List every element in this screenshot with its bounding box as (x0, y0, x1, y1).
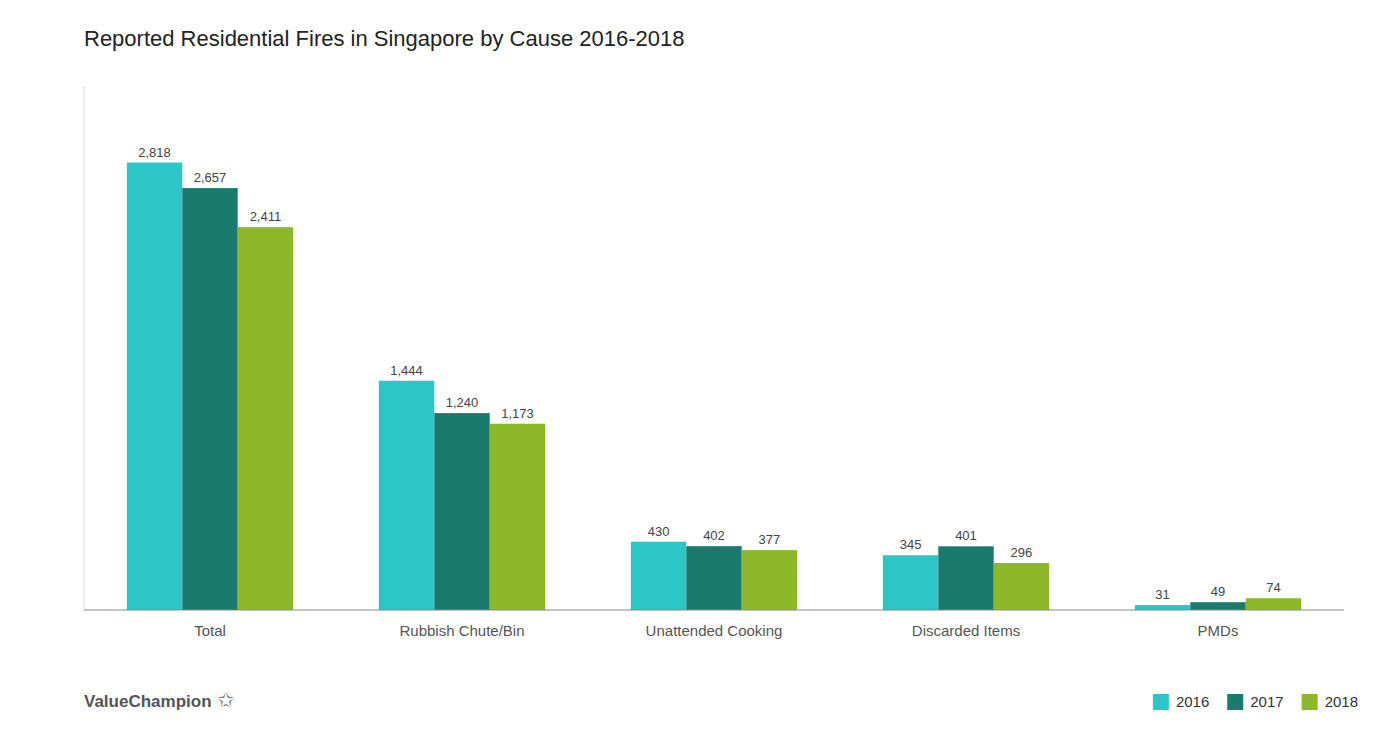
bar (127, 163, 182, 610)
data-label: 74 (1266, 580, 1280, 595)
bar (883, 555, 938, 610)
bar (1190, 602, 1245, 610)
bar (182, 188, 237, 610)
annotation: ✩ (218, 689, 235, 711)
legend-swatch (1153, 694, 1169, 710)
x-tick-label: Discarded Items (912, 622, 1020, 639)
bar (1135, 605, 1190, 610)
legend-label: 2016 (1176, 693, 1209, 710)
data-label: 2,411 (250, 209, 282, 224)
data-label: 1,444 (390, 363, 423, 378)
x-tick-label: Total (194, 622, 226, 639)
legend-label: 2017 (1250, 693, 1283, 710)
bar (631, 542, 686, 610)
data-label: 430 (648, 524, 670, 539)
chart: Reported Residential Fires in Singapore … (0, 0, 1400, 744)
data-label: 1,173 (501, 406, 534, 421)
data-label: 49 (1211, 584, 1225, 599)
bar (686, 546, 741, 610)
x-tick-label: Rubbish Chute/Bin (399, 622, 524, 639)
bar (1246, 598, 1301, 610)
x-axis (84, 610, 1344, 611)
page: {"chart_data": {"type": "bar", "title": … (0, 0, 1400, 744)
bar (938, 546, 993, 610)
bar (994, 563, 1049, 610)
bars (127, 163, 1301, 610)
data-label: 2,818 (138, 145, 171, 160)
bar (742, 550, 797, 610)
legend-swatch (1302, 694, 1318, 710)
x-tick-label: Unattended Cooking (646, 622, 783, 639)
data-label: 31 (1155, 587, 1169, 602)
data-label: 401 (955, 528, 977, 543)
data-label: 402 (703, 528, 725, 543)
legend: 2016 2017 2018 (1153, 693, 1358, 710)
data-label: 345 (900, 537, 922, 552)
annotation: ValueChampion (84, 692, 212, 711)
legend-label: 2018 (1325, 693, 1358, 710)
legend-swatch (1227, 694, 1243, 710)
bar (490, 424, 545, 610)
data-label: 2,657 (194, 170, 227, 185)
x-tick-label: PMDs (1198, 622, 1239, 639)
title: Reported Residential Fires in Singapore … (84, 26, 684, 51)
data-label: 296 (1011, 545, 1033, 560)
data-label: 1,240 (446, 395, 479, 410)
bar (434, 413, 489, 610)
y-axis-line (84, 86, 85, 610)
data-labels: 2,818 1,444 430 345 31 2,657 1,240 402 401 49 2,41… (138, 145, 1280, 603)
bar (238, 227, 293, 610)
bar (379, 381, 434, 610)
data-label: 377 (759, 532, 781, 547)
